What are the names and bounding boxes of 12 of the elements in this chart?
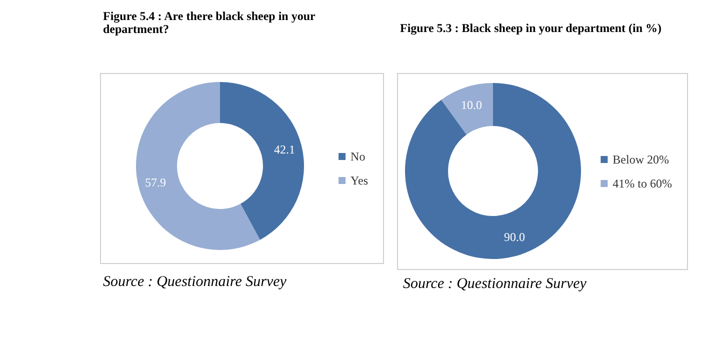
legend-label: Yes [350,174,368,188]
source-note: Source : Questionnaire Survey [103,274,286,291]
data-label: 57.9 [145,175,166,190]
source-note: Source : Questionnaire Survey [403,276,586,293]
legend-label: 41% to 60% [612,176,672,190]
data-label: 90.0 [504,230,525,244]
legend-label: No [350,150,366,164]
data-label: 10.0 [461,98,482,112]
chart-title: Figure 5.4 : Are there black sheep in your department? [103,9,316,36]
chart-title: Figure 5.3 : Black sheep in your department (in %) [400,21,662,35]
legend-label: Below 20% [612,152,670,166]
data-label: 42.1 [274,142,295,157]
